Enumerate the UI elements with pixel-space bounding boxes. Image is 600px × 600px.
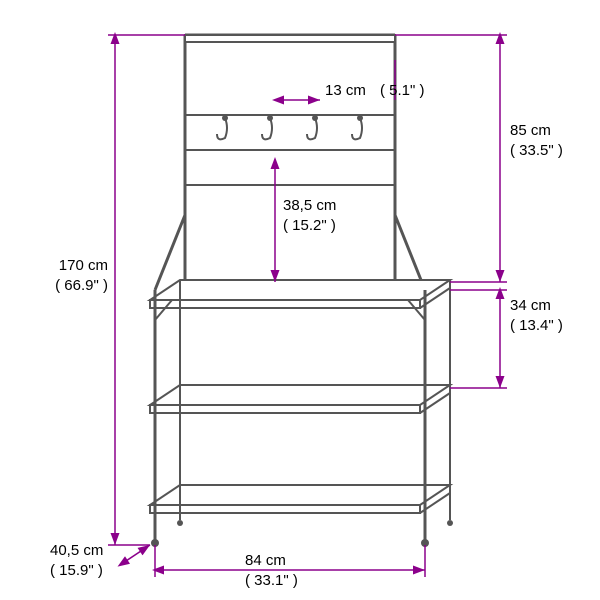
dimension-diagram: 170 cm ( 66.9" ) 84 cm ( 33.1" ) 40,5 cm… xyxy=(0,0,600,600)
dim-depth-in: ( 15.9" ) xyxy=(50,562,103,579)
dim-top-cm: 85 cm xyxy=(510,122,551,139)
dim-width-in: ( 33.1" ) xyxy=(245,572,298,589)
dim-depth-cm: 40,5 cm xyxy=(50,542,103,559)
furniture-outline xyxy=(150,35,453,547)
hooks xyxy=(217,115,363,139)
dim-hook-in: ( 15.2" ) xyxy=(283,217,336,234)
dim-height-in: ( 66.9" ) xyxy=(55,277,108,294)
dim-hook-cm: 38,5 cm xyxy=(283,197,336,214)
dim-width-cm: 84 cm xyxy=(245,552,286,569)
dim-gap-in: ( 13.4" ) xyxy=(510,317,563,334)
dim-height-cm: 170 cm xyxy=(59,257,108,274)
dim-span-in: ( 5.1" ) xyxy=(380,82,425,99)
dim-gap-cm: 34 cm xyxy=(510,297,551,314)
dim-top-in: ( 33.5" ) xyxy=(510,142,563,159)
dim-span-cm: 13 cm xyxy=(325,82,366,99)
